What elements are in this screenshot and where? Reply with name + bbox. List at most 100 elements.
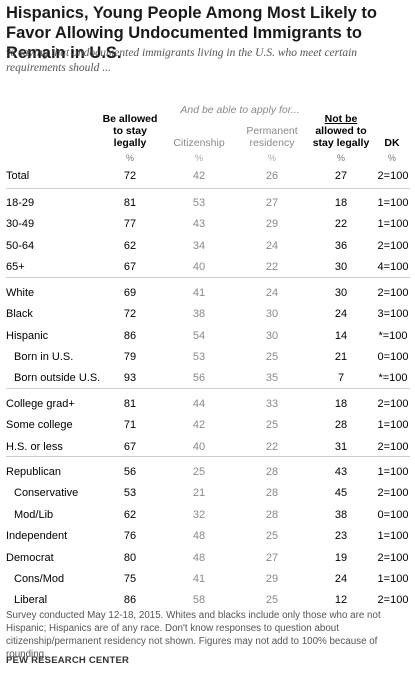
col-header-not-stay-line2: allowed to [315, 125, 367, 137]
cell-permanent: 28 [265, 509, 279, 521]
row-label: Liberal [14, 594, 48, 606]
cell-citizenship: 40 [192, 441, 206, 453]
cell-stay: 71 [123, 419, 137, 431]
col-header-permanent-line2: residency [249, 137, 295, 149]
cell-not-stay: 19 [334, 552, 348, 564]
chart-subtitle: % saying that undocumented immigrants li… [6, 47, 358, 74]
cell-stay: 75 [123, 573, 137, 585]
col-header-not-stay-line3: stay legally [312, 137, 370, 149]
cell-not-stay: 45 [334, 487, 348, 499]
cell-citizenship: 53 [192, 351, 206, 363]
cell-citizenship: 56 [192, 372, 206, 384]
cell-permanent: 25 [265, 419, 279, 431]
cell-citizenship: 21 [192, 487, 206, 499]
cell-not-stay: 28 [334, 419, 348, 431]
row-label: Born in U.S. [14, 351, 74, 363]
cell-not-stay: 21 [334, 351, 348, 363]
unit-citizenship: % [194, 153, 203, 163]
col-header-stay-line2: to stay [113, 125, 147, 137]
cell-permanent: 22 [265, 441, 279, 453]
cell-citizenship: 38 [192, 308, 206, 320]
group-divider [6, 277, 410, 278]
unit-permanent: % [267, 153, 276, 163]
cell-stay: 67 [123, 441, 137, 453]
cell-stay: 62 [123, 240, 137, 252]
cell-stay: 86 [123, 594, 137, 606]
unit-dk: % [387, 153, 396, 163]
cell-not-stay: 23 [334, 530, 348, 542]
row-label: Total [6, 170, 30, 182]
cell-not-stay: 12 [334, 594, 348, 606]
cell-permanent: 27 [265, 552, 279, 564]
cell-permanent: 22 [265, 261, 279, 273]
cell-not-stay: 14 [334, 330, 348, 342]
cell-dk: 3=100 [377, 308, 409, 320]
cell-dk: 1=100 [377, 573, 409, 585]
cell-dk: 2=100 [377, 487, 409, 499]
cell-dk: *=100 [378, 330, 408, 342]
cell-permanent: 30 [265, 330, 279, 342]
source-credit: PEW RESEARCH CENTER [6, 655, 130, 666]
row-label: Mod/Lib [14, 509, 54, 521]
cell-stay: 53 [123, 487, 137, 499]
col-header-stay-line1: Be allowed [102, 113, 158, 125]
cell-permanent: 25 [265, 594, 279, 606]
col-header-not-stay: Not be allowed to stay legally [303, 113, 379, 149]
cell-not-stay: 18 [334, 197, 348, 209]
cell-stay: 72 [123, 170, 137, 182]
cell-dk: 1=100 [377, 419, 409, 431]
cell-stay: 67 [123, 261, 137, 273]
row-label: 30-49 [6, 218, 35, 230]
cell-citizenship: 43 [192, 218, 206, 230]
cell-permanent: 33 [265, 398, 279, 410]
cell-not-stay: 24 [334, 308, 348, 320]
row-label: Born outside U.S. [14, 372, 101, 384]
col-header-citizenship: Citizenship [163, 137, 235, 149]
cell-permanent: 30 [265, 308, 279, 320]
unit-stay: % [125, 153, 134, 163]
cell-permanent: 28 [265, 487, 279, 499]
cell-stay: 79 [123, 351, 137, 363]
cell-dk: 4=100 [377, 261, 409, 273]
row-label: Black [6, 308, 33, 320]
cell-dk: 1=100 [377, 530, 409, 542]
cell-not-stay: 22 [334, 218, 348, 230]
chart-title: Hispanics, Young People Among Most Likel… [6, 4, 377, 62]
cell-not-stay: 30 [334, 287, 348, 299]
cell-stay: 72 [123, 308, 137, 320]
group-divider [6, 456, 410, 457]
cell-dk: 2=100 [377, 287, 409, 299]
col-header-citizenship-line1: Citizenship [173, 137, 225, 149]
cell-permanent: 25 [265, 351, 279, 363]
col-header-permanent: Permanent residency [237, 125, 307, 149]
span-header: And be able to apply for... [180, 104, 300, 116]
group-divider [6, 188, 410, 189]
cell-citizenship: 58 [192, 594, 206, 606]
cell-permanent: 25 [265, 530, 279, 542]
row-label: Republican [6, 466, 62, 478]
col-header-stay: Be allowed to stay legally [95, 113, 165, 149]
row-label: 65+ [6, 261, 25, 273]
cell-dk: *=100 [378, 372, 408, 384]
cell-citizenship: 53 [192, 197, 206, 209]
footnote: Survey conducted May 12-18, 2015. Whites… [6, 610, 381, 660]
cell-dk: 2=100 [377, 441, 409, 453]
cell-not-stay: 27 [334, 170, 348, 182]
cell-citizenship: 54 [192, 330, 206, 342]
cell-stay: 81 [123, 398, 137, 410]
row-label: White [6, 287, 35, 299]
cell-citizenship: 48 [192, 530, 206, 542]
cell-permanent: 29 [265, 218, 279, 230]
row-label: 18-29 [6, 197, 35, 209]
cell-dk: 1=100 [377, 197, 409, 209]
cell-citizenship: 48 [192, 552, 206, 564]
cell-stay: 62 [123, 509, 137, 521]
cell-citizenship: 41 [192, 573, 206, 585]
cell-permanent: 27 [265, 197, 279, 209]
unit-not-stay: % [336, 153, 345, 163]
cell-not-stay: 31 [334, 441, 348, 453]
col-header-permanent-line1: Permanent [246, 125, 298, 137]
cell-citizenship: 42 [192, 170, 206, 182]
row-label: H.S. or less [6, 441, 63, 453]
cell-not-stay: 43 [334, 466, 348, 478]
